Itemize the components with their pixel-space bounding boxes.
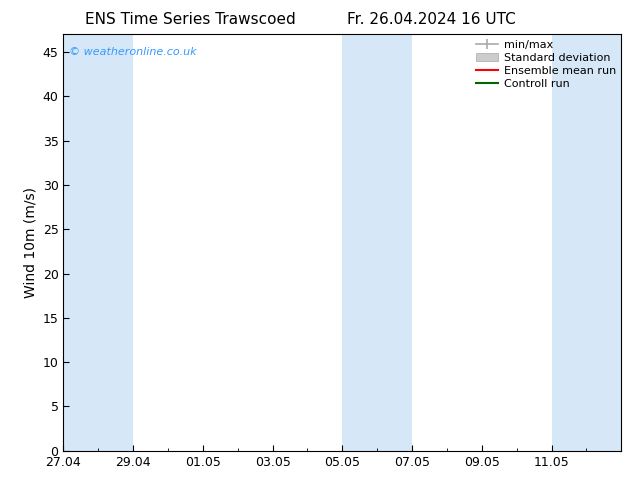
Legend: min/max, Standard deviation, Ensemble mean run, Controll run: min/max, Standard deviation, Ensemble me… (474, 38, 618, 91)
Bar (342, 34, 412, 451)
Y-axis label: Wind 10m (m/s): Wind 10m (m/s) (23, 187, 37, 298)
Text: ENS Time Series Trawscoed: ENS Time Series Trawscoed (85, 12, 295, 27)
Text: © weatheronline.co.uk: © weatheronline.co.uk (69, 47, 197, 57)
Bar (552, 34, 621, 451)
Bar (63, 34, 133, 451)
Text: Fr. 26.04.2024 16 UTC: Fr. 26.04.2024 16 UTC (347, 12, 515, 27)
